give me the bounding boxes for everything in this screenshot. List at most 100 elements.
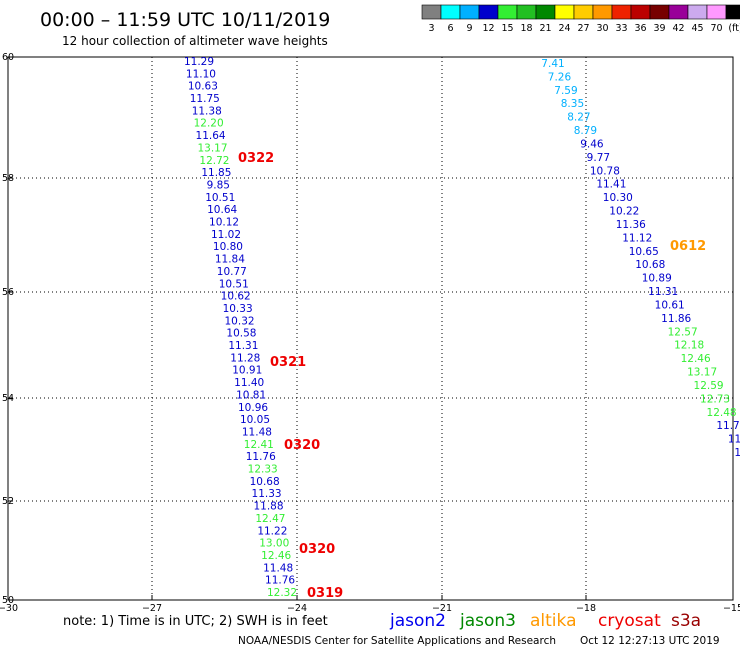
wave-height-value: 8.27 — [567, 112, 590, 124]
satellite-legend-altika: altika — [530, 611, 577, 631]
color-scale-label: 9 — [466, 23, 472, 34]
wave-height-value: 10.63 — [188, 81, 218, 93]
color-scale-label: 42 — [672, 23, 684, 34]
color-scale-label: 30 — [596, 23, 608, 34]
color-scale-swatch — [611, 4, 632, 20]
color-scale-swatch — [649, 4, 670, 20]
map-title: 00:00 – 11:59 UTC 10/11/2019 — [40, 9, 330, 31]
wave-height-value: 12.57 — [668, 326, 698, 338]
wave-height-value: 11.64 — [196, 130, 226, 142]
wave-height-value: 10.80 — [213, 241, 243, 253]
wave-height-value: 12.48 — [707, 407, 737, 419]
wave-height-value: 12.73 — [700, 393, 730, 405]
color-scale-label: 36 — [634, 23, 646, 34]
wave-height-value: 9.85 — [207, 179, 230, 191]
satellite-legend-jason2: jason2 — [389, 611, 446, 631]
wave-height-value: 8.79 — [574, 125, 597, 137]
satellite-legend-s3a: s3a — [671, 611, 701, 631]
wave-height-value: 13.00 — [259, 538, 289, 550]
map-subtitle: 12 hour collection of altimeter wave hei… — [62, 34, 328, 48]
wave-height-value: 11.10 — [186, 68, 216, 80]
wave-height-value: 10.62 — [221, 291, 251, 303]
wave-height-value: 11.38 — [192, 105, 222, 117]
color-scale-swatch — [687, 4, 708, 20]
color-scale-swatch — [535, 4, 556, 20]
satellite-legend-cryosat: cryosat — [598, 611, 661, 631]
wave-height-value: 11.76 — [246, 451, 276, 463]
lat-tick-label: 56 — [2, 287, 14, 298]
color-scale-label: 12 — [482, 23, 494, 34]
color-scale-swatch — [421, 4, 442, 20]
wave-height-value: 12.32 — [267, 587, 297, 599]
wave-height-value: 7.26 — [548, 71, 572, 83]
wave-height-value: 11.75 — [190, 93, 220, 105]
wave-height-value: 11.48 — [242, 426, 272, 438]
satellite-legend-jason3: jason3 — [459, 611, 516, 631]
wave-height-value: 10 — [734, 447, 740, 459]
lat-lon-grid — [7, 56, 734, 601]
color-scale-swatch — [516, 4, 537, 20]
lon-tick-label: −30 — [0, 603, 18, 614]
wave-height-value: 11.36 — [616, 219, 646, 231]
pass-time-label: 0319 — [307, 586, 343, 601]
pass-time-label: 0320 — [284, 438, 320, 453]
wave-height-value: 11.31 — [228, 340, 258, 352]
wave-height-value: 11.28 — [230, 352, 260, 364]
lat-tick-label: 52 — [2, 496, 14, 507]
wave-height-value: 12.59 — [694, 380, 724, 392]
wave-height-value: 10.77 — [217, 266, 247, 278]
wave-height-value: 8.35 — [561, 98, 584, 110]
wave-height-value: 11.48 — [263, 562, 293, 574]
wave-height-value: 10.33 — [223, 303, 253, 315]
wave-height-value: 10.32 — [225, 315, 255, 327]
color-scale-label: 24 — [558, 23, 570, 34]
wave-height-value: 12.46 — [261, 550, 291, 562]
wave-height-value: 11.85 — [201, 167, 231, 179]
color-scale-label: (ft) — [728, 23, 740, 34]
wave-height-value: 10.58 — [226, 328, 256, 340]
track-jason2: 11.2911.1010.6311.7511.3812.2011.6413.17… — [184, 56, 343, 601]
wave-height-value: 12.20 — [194, 118, 224, 130]
wave-height-value: 12.33 — [248, 464, 278, 476]
color-scale-label: 6 — [447, 23, 453, 34]
pass-time-label: 0612 — [670, 239, 706, 254]
wave-height-value: 10.12 — [209, 217, 239, 229]
wave-height-value: 12.46 — [681, 353, 711, 365]
wave-height-value: 10.51 — [205, 192, 235, 204]
color-scale-swatch — [554, 4, 575, 20]
wave-height-value: 12.72 — [199, 155, 229, 167]
color-scale-label: 27 — [577, 23, 589, 34]
pass-time-label: 0321 — [270, 355, 306, 370]
color-scale-label: 70 — [710, 23, 722, 34]
wave-height-value: 10.91 — [232, 365, 262, 377]
wave-height-value: 11.84 — [215, 254, 245, 266]
wave-height-value: 11.31 — [648, 286, 678, 298]
wave-height-value: 11.02 — [211, 229, 241, 241]
wave-height-value: 11.88 — [253, 501, 283, 513]
wave-height-value: 7.41 — [541, 58, 564, 70]
wave-height-value: 10.96 — [238, 402, 268, 414]
color-scale-label: 18 — [520, 23, 532, 34]
wave-height-value: 10.81 — [236, 389, 266, 401]
color-scale-swatch — [592, 4, 613, 20]
wave-height-value: 13.17 — [687, 367, 717, 379]
color-scale-swatch — [497, 4, 518, 20]
wave-height-value: 7.59 — [554, 85, 577, 97]
wave-height-value: 10.61 — [655, 299, 685, 311]
pass-time-label: 0320 — [299, 542, 335, 557]
wave-height-value: 10.68 — [250, 476, 280, 488]
lon-tick-label: −21 — [432, 603, 452, 614]
color-scale-label: 21 — [539, 23, 551, 34]
lat-tick-label: 50 — [2, 595, 14, 606]
color-scale-swatch — [630, 4, 651, 20]
wave-height-value: 10.22 — [609, 206, 639, 218]
color-scale-label: 45 — [691, 23, 703, 34]
color-scale-swatch — [706, 4, 727, 20]
lon-tick-label: −15 — [723, 603, 740, 614]
wave-height-value: 9.77 — [587, 152, 610, 164]
wave-height-value: 13.17 — [197, 142, 227, 154]
wave-height-value: 11.86 — [661, 313, 691, 325]
color-scale-label: 39 — [653, 23, 665, 34]
wave-height-value: 11.12 — [622, 232, 652, 244]
